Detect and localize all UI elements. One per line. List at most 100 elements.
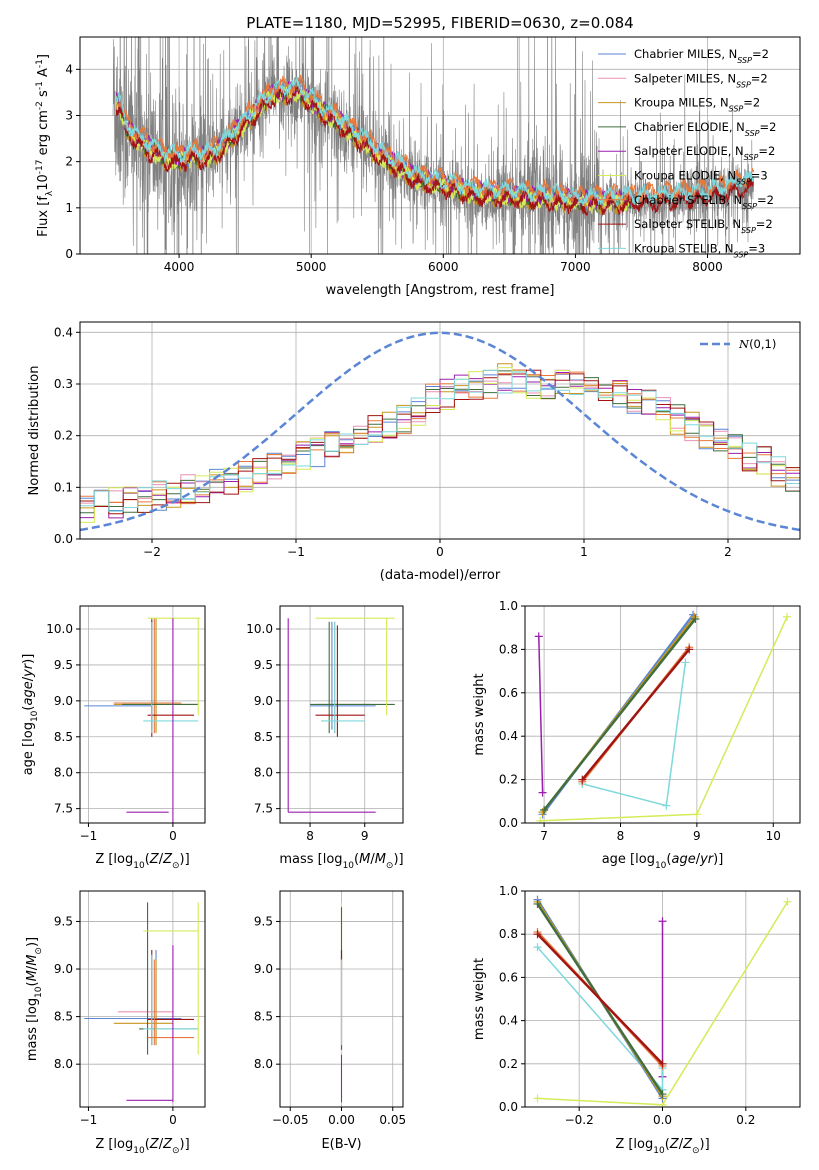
age-vs-mass-y-tick-label: 10.0 — [246, 622, 273, 636]
residuals-xlabel: (data-model)/error — [380, 568, 501, 583]
legend-entry: Salpeter STELIB, NSSP=2 — [634, 217, 773, 235]
weight-vs-Z-marker-kroupa-elodie — [533, 1094, 542, 1103]
weight-vs-age-marker-chabrier-elodie — [540, 805, 549, 814]
weight-vs-Z-x-tick-label: 0.0 — [653, 1113, 672, 1127]
age-vs-Z-xlabel: Z [log10(Z/Z⊙)] — [95, 852, 189, 871]
spectrum-model-kroupa-stelib — [115, 76, 755, 207]
age-vs-Z-spines — [79, 605, 206, 824]
weight-vs-Z-y-tick-label: 0.2 — [499, 1057, 518, 1071]
mass-vs-EBV-x-tick-label: 0.05 — [379, 1113, 406, 1127]
spectrum-x-tick-label: 6000 — [428, 260, 459, 274]
mass-vs-EBV-xlabel: E(B-V) — [321, 1137, 361, 1152]
weight-vs-age-marker-kroupa-elodie — [783, 612, 792, 621]
spectrum-xlabel: wavelength [Angstrom, rest frame] — [326, 283, 555, 298]
weight-vs-age-spines — [524, 605, 801, 824]
weight-vs-Z-ylabel: mass weight — [472, 958, 487, 1040]
age-vs-Z-y-tick-label: 7.5 — [54, 802, 73, 816]
residual-hist-chabrier-stelib — [80, 371, 800, 505]
age-vs-Z-crosses — [84, 617, 200, 823]
age-vs-mass-spines — [279, 605, 404, 824]
mass-vs-Z-y-tick-label: 9.0 — [54, 962, 73, 976]
weight-vs-age-line-salpeter-stelib — [581, 648, 691, 781]
mass-vs-Z-y-tick-label: 8.5 — [54, 1010, 73, 1024]
age-vs-mass-y-tick-label: 8.5 — [254, 730, 273, 744]
age-vs-Z-x-tick-label: −1 — [80, 829, 98, 843]
age-vs-mass-y-tick-label: 9.0 — [254, 694, 273, 708]
legend-entry: Chabrier MILES, NSSP=2 — [634, 47, 769, 65]
spectrum-models — [115, 74, 755, 217]
residuals-x-tick-label: −2 — [143, 545, 161, 559]
spectrum-legend: Chabrier MILES, NSSP=2 Salpeter MILES, NS… — [598, 47, 776, 259]
spectrum-x-tick-label: 4000 — [164, 260, 195, 274]
age-vs-mass-xlabel: mass [log10(M/M⊙)] — [279, 852, 403, 871]
weight-vs-Z-y-tick-label: 0.0 — [499, 1100, 518, 1114]
weight-vs-Z-xlabel: Z [log10(Z/Z⊙)] — [615, 1137, 709, 1156]
mass-vs-Z-x-tick-label: −1 — [80, 1113, 98, 1127]
residuals-y-tick-label: 0.4 — [54, 325, 73, 339]
weight-vs-age-ylabel: mass weight — [472, 673, 487, 755]
mass-vs-Z-spines — [79, 890, 206, 1108]
residuals-y-tick-label: 0.3 — [54, 377, 73, 391]
weight-vs-age-marker-kroupa-elodie — [536, 816, 545, 823]
weight-vs-Z-y-tick-label: 0.8 — [499, 927, 518, 941]
residuals-y-tick-label: 0.1 — [54, 480, 73, 494]
weight-vs-age-marker-kroupa-stelib — [681, 658, 690, 667]
weight-vs-Z-marker-salpeter-stelib — [533, 930, 542, 939]
spectrum-x-tick-label: 8000 — [692, 260, 723, 274]
weight-vs-age-x-tick-label: 9 — [693, 829, 701, 843]
mass-vs-EBV-x-tick-label: 0.00 — [328, 1113, 355, 1127]
spectrum-y-tick-label: 3 — [65, 108, 73, 122]
weight-vs-age-lines — [534, 610, 792, 823]
gaussian-curve — [80, 331, 800, 532]
weight-vs-age-y-tick-label: 0.4 — [499, 729, 518, 743]
age-vs-Z-axes — [80, 606, 205, 823]
residuals-ylabel: Normed distribution — [27, 366, 42, 496]
mass-vs-Z-frame: −1 0 8.0 8.5 9.0 9.5 — [54, 890, 206, 1127]
spectrum-spines — [79, 36, 801, 255]
residuals-frame: −2 −1 0 1 2 0.0 0.1 0.2 0.3 0.4 — [54, 321, 801, 559]
weight-vs-age-marker-kroupa-elodie — [692, 810, 701, 819]
spectrum-y-tick-label: 1 — [65, 201, 73, 215]
weight-vs-age-x-tick-label: 10 — [766, 829, 781, 843]
weight-vs-age-x-tick-label: 8 — [617, 829, 625, 843]
mass-vs-Z-x-tick-label: 0 — [169, 1113, 177, 1127]
residuals-x-tick-label: 0 — [436, 545, 444, 559]
weight-vs-age-marker-salpeter-elodie — [538, 788, 547, 797]
spectrum-y-tick-label: 2 — [65, 155, 73, 169]
mass-vs-Z-ylabel: mass [log10(M/M⊙)] — [25, 937, 44, 1061]
weight-vs-age-y-tick-label: 1.0 — [499, 599, 518, 613]
mass-vs-Z-y-tick-label: 9.5 — [54, 914, 73, 928]
weight-vs-age-marker-salpeter-stelib — [578, 775, 587, 784]
mass-vs-Z-y-tick-label: 8.0 — [54, 1057, 73, 1071]
mass-vs-Z-axes — [80, 891, 205, 1107]
residual-hist-salpeter-elodie — [80, 372, 800, 519]
legend-entry: Salpeter ELODIE, NSSP=2 — [634, 144, 775, 162]
weight-vs-age-marker-salpeter-stelib — [685, 645, 694, 654]
weight-vs-Z-line-salpeter-stelib — [536, 933, 664, 1065]
weight-vs-age-y-tick-label: 0.2 — [499, 773, 518, 787]
age-vs-mass-frame: 8 9 7.5 8.0 8.5 9.0 9.5 10.0 — [246, 605, 404, 843]
weight-vs-Z-marker-chabrier-elodie — [658, 1090, 667, 1099]
age-vs-Z-y-tick-label: 8.5 — [54, 730, 73, 744]
spectrum-x-tick-label: 7000 — [560, 260, 591, 274]
spectrum-model-chabrier-stelib — [115, 74, 755, 204]
residuals-x-tick-label: −1 — [287, 545, 305, 559]
mass-vs-Z-xlabel: Z [log10(Z/Z⊙)] — [95, 1137, 189, 1156]
residual-histograms — [80, 331, 800, 532]
age-vs-Z-y-tick-label: 10.0 — [46, 622, 73, 636]
weight-vs-age-frame: 7 8 9 10 0.0 0.2 0.4 0.6 0.8 1.0 — [499, 599, 801, 843]
mass-vs-EBV-y-tick-label: 9.0 — [254, 962, 273, 976]
weight-vs-Z-marker-kroupa-elodie — [783, 897, 792, 906]
legend-entry: Kroupa STELIB, NSSP=3 — [634, 241, 765, 259]
mass-vs-EBV-y-tick-label: 9.5 — [254, 914, 273, 928]
figure-title: PLATE=1180, MJD=52995, FIBERID=0630, z=0… — [246, 14, 633, 32]
weight-vs-Z-frame: −0.2 0.0 0.2 0.0 0.2 0.4 0.6 0.8 1.0 — [499, 884, 801, 1127]
weight-vs-Z-lines — [533, 895, 792, 1107]
age-vs-mass-y-tick-label: 9.5 — [254, 658, 273, 672]
weight-vs-age-line-salpeter-elodie — [538, 636, 544, 793]
weight-vs-Z-y-tick-label: 0.4 — [499, 1014, 518, 1028]
weight-vs-age-marker-salpeter-elodie — [534, 632, 543, 641]
residuals-x-tick-label: 2 — [724, 545, 732, 559]
age-vs-mass-crosses — [287, 617, 395, 813]
